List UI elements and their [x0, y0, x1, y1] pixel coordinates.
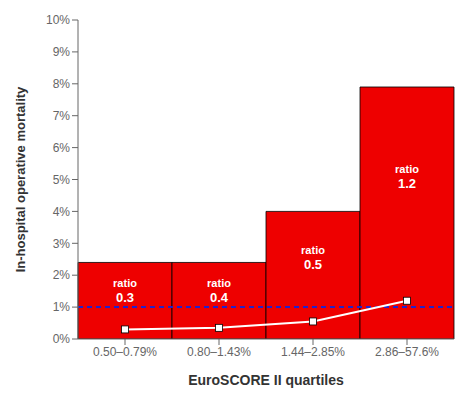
svg-text:8%: 8% [53, 77, 71, 91]
svg-text:0.50–0.79%: 0.50–0.79% [93, 345, 157, 359]
svg-text:0%: 0% [53, 332, 71, 346]
svg-text:EuroSCORE II quartiles: EuroSCORE II quartiles [188, 372, 344, 388]
svg-text:0.3: 0.3 [116, 290, 134, 305]
svg-text:0.5: 0.5 [304, 257, 322, 272]
svg-text:9%: 9% [53, 45, 71, 59]
svg-text:2.86–57.6%: 2.86–57.6% [375, 345, 439, 359]
svg-text:0.80–1.43%: 0.80–1.43% [187, 345, 251, 359]
svg-text:5%: 5% [53, 173, 71, 187]
svg-text:ratio: ratio [395, 163, 419, 175]
svg-text:In-hospital operative mortalit: In-hospital operative mortality [13, 86, 28, 272]
svg-text:1.44–2.85%: 1.44–2.85% [281, 345, 345, 359]
svg-text:ratio: ratio [207, 277, 231, 289]
svg-text:ratio: ratio [301, 244, 325, 256]
svg-text:4%: 4% [53, 205, 71, 219]
svg-text:1.2: 1.2 [398, 176, 416, 191]
svg-text:7%: 7% [53, 109, 71, 123]
svg-text:ratio: ratio [113, 277, 137, 289]
svg-text:1%: 1% [53, 300, 71, 314]
svg-text:10%: 10% [46, 13, 70, 27]
svg-text:2%: 2% [53, 268, 71, 282]
svg-text:0.4: 0.4 [210, 290, 229, 305]
svg-text:3%: 3% [53, 237, 71, 251]
svg-text:6%: 6% [53, 141, 71, 155]
